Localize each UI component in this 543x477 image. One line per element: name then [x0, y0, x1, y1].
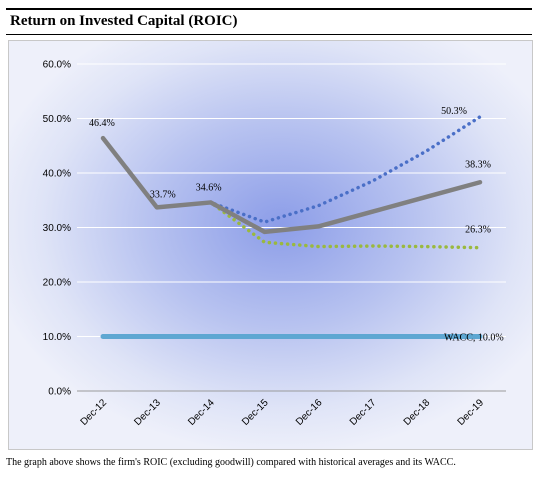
y-tick-label: 20.0% [43, 278, 71, 289]
x-tick-label: Dec-14 [186, 397, 217, 428]
chart-header: Return on Invested Capital (ROIC) [6, 8, 532, 35]
x-tick-label: Dec-16 [294, 397, 325, 428]
y-tick-label: 10.0% [43, 332, 71, 343]
series-line-roic [100, 135, 483, 235]
x-tick-label: Dec-12 [79, 397, 110, 428]
y-tick-label: 30.0% [43, 223, 71, 234]
roic-chart: 0.0% 10.0% 20.0% 30.0% 40.0% 50.0% 60.0% Dec-12… [43, 60, 506, 428]
x-tick-label: Dec-15 [240, 397, 271, 428]
data-label: 46.4% [89, 118, 115, 129]
x-tick-label: Dec-18 [402, 397, 433, 428]
data-label: 26.3% [465, 225, 491, 236]
chart-caption: The graph above shows the firm's ROIC (e… [6, 457, 456, 468]
x-tick-label: Dec-13 [132, 397, 163, 428]
chart-title: Return on Invested Capital (ROIC) [10, 13, 238, 29]
chart-area: 0.0% 10.0% 20.0% 30.0% 40.0% 50.0% 60.0% Dec-12… [8, 40, 533, 450]
data-label: WACC, 10.0% [444, 333, 504, 344]
y-tick-label: 50.0% [43, 114, 71, 125]
y-tick-label: 0.0% [48, 387, 71, 398]
y-tick-label: 60.0% [43, 60, 71, 71]
data-label: 38.3% [465, 159, 491, 170]
x-tick-label: Dec-19 [456, 397, 487, 428]
data-label: 33.7% [150, 189, 176, 200]
data-label: 50.3% [441, 106, 467, 117]
data-label: 34.6% [196, 182, 222, 193]
x-tick-label: Dec-17 [348, 397, 379, 428]
y-tick-label: 40.0% [43, 169, 71, 180]
